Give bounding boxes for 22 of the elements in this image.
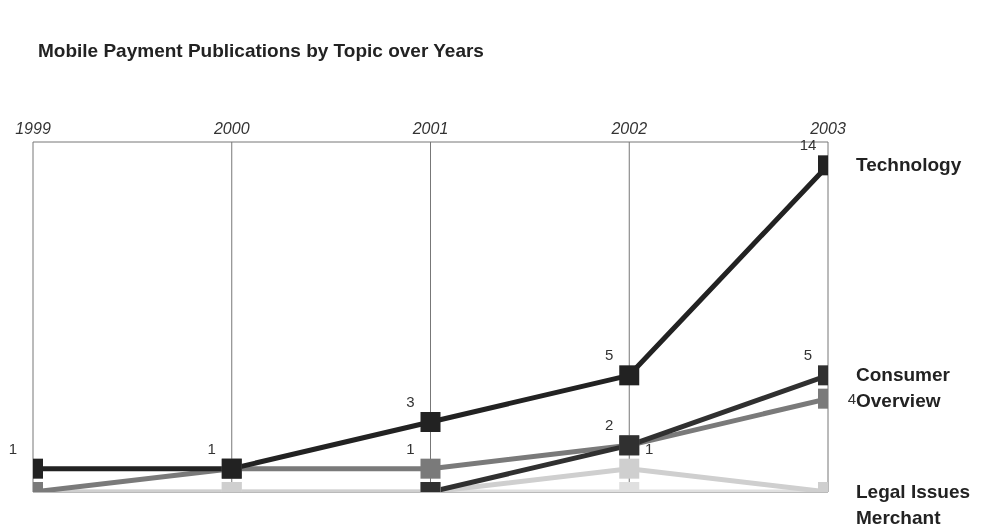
series-label: Consumer (856, 364, 951, 386)
x-tick-label: 2001 (411, 120, 449, 137)
series-label: Legal Issues (856, 481, 971, 502)
x-tick-label: 2000 (212, 120, 250, 137)
data-label: 3 (406, 393, 415, 410)
chart-title: Mobile Payment Publications by Topic over Years (37, 39, 485, 63)
data-label: 14 (799, 136, 817, 154)
data-label: 1 (207, 439, 216, 457)
x-tick-label: 1999 (15, 120, 51, 137)
data-label: 2 (605, 416, 614, 434)
point (420, 412, 441, 432)
x-tick-label: 2003 (809, 120, 846, 137)
data-label: 1 (8, 439, 18, 457)
series-label: Technology (856, 154, 962, 176)
series-label: Merchant (856, 507, 942, 528)
data-label: 1 (645, 439, 654, 457)
data-label: 5 (803, 346, 813, 364)
data-label: 1 (406, 439, 415, 457)
data-label: 5 (605, 346, 614, 364)
data-label: 4 (847, 389, 857, 407)
x-tick-label: 2002 (610, 120, 648, 137)
series-label: Overview (856, 390, 941, 412)
